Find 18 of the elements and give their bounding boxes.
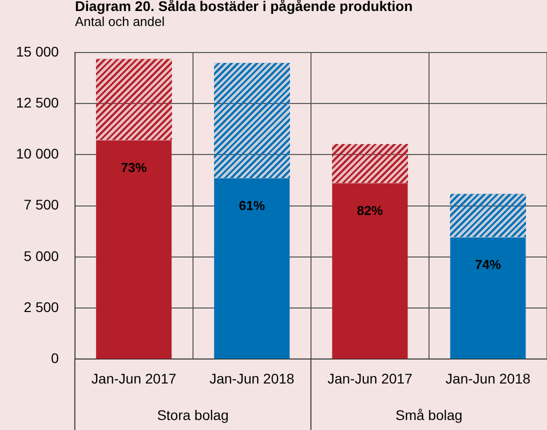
y-tick-label: 2 500: [24, 298, 60, 315]
annotation: 61%: [238, 198, 266, 213]
annotation: 74%: [474, 257, 502, 272]
x-tick-label: Jan-Jun 2018: [209, 370, 295, 386]
y-tick-label: 10 000: [16, 146, 60, 162]
x-tick-label: Jan-Jun 2017: [91, 370, 176, 386]
y-tick-label: 15 000: [16, 43, 60, 60]
x-tick-label: Jan-Jun 2017: [328, 370, 413, 386]
annotation: 82%: [356, 202, 384, 218]
annotation: 73%: [120, 160, 148, 175]
text: Stora bolag: [157, 407, 229, 424]
y-tick-label: 0: [51, 350, 60, 366]
y-tick-label: 7 500: [24, 196, 60, 213]
y-tick-label: 5 000: [24, 248, 60, 264]
x-tick-label: Jan-Jun 2018: [446, 370, 531, 386]
chart-subtitle: Antal och andel: [75, 14, 165, 29]
text: Små bolag: [395, 407, 462, 424]
y-tick-label: 12 500: [16, 94, 60, 110]
